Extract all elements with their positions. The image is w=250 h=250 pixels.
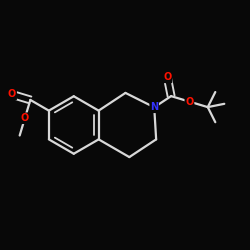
Text: O: O	[163, 72, 172, 83]
Text: O: O	[185, 97, 194, 107]
Text: O: O	[21, 113, 29, 123]
Text: N: N	[150, 102, 158, 112]
Text: O: O	[8, 90, 16, 100]
